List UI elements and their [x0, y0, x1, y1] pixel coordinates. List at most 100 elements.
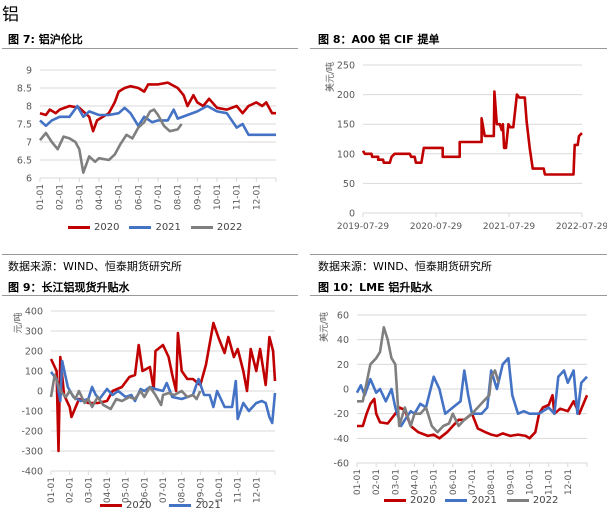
x-tick-label: 10-01	[213, 184, 223, 210]
x-tick-label: 03-01	[391, 469, 401, 495]
x-tick-label: 08-01	[487, 469, 497, 495]
x-tick-label: 03-01	[75, 184, 85, 210]
y-tick-label: 300	[25, 327, 43, 338]
x-tick-label: 05-01	[115, 184, 125, 210]
y-tick-label: -20	[333, 409, 349, 420]
x-tick-label: 07-01	[159, 477, 169, 503]
x-tick-label: 07-01	[468, 469, 478, 495]
x-tick-label: 10-01	[215, 477, 225, 503]
series-line-2022	[38, 108, 183, 174]
y-tick-label: 0	[349, 209, 355, 220]
y-tick-label: 60	[337, 311, 349, 322]
y-tick-label: 40	[337, 335, 349, 346]
x-tick-label: 02-01	[372, 469, 382, 495]
x-tick-label: 12-01	[252, 477, 262, 503]
y-tick-label: -100	[21, 407, 43, 418]
x-tick-label: 06-01	[140, 477, 150, 503]
series-line-a00-cif	[361, 90, 583, 176]
divider	[2, 254, 298, 255]
y-tick-label: 200	[337, 90, 355, 101]
y-tick-label: 8	[26, 102, 32, 113]
x-tick-label: 03-01	[84, 477, 94, 503]
y-tick-label: 0	[343, 385, 349, 396]
legend-label: 2021	[471, 495, 497, 506]
y-tick-label: -400	[21, 467, 43, 478]
series-line-2021	[39, 104, 276, 137]
legend-label: 2021	[155, 222, 181, 233]
legend-label: 2020	[126, 500, 152, 511]
legend-swatch	[129, 226, 152, 229]
chart9-legend: 2020 2021	[100, 500, 221, 511]
series-line-2021	[49, 359, 277, 425]
divider	[310, 295, 607, 296]
x-tick-label: 08-01	[178, 477, 188, 503]
series-line-2020	[49, 321, 277, 453]
divider	[310, 48, 607, 49]
legend-swatch	[190, 226, 213, 229]
legend-label: 2020	[410, 495, 436, 506]
y-axis-label: 美元/吨	[318, 312, 330, 342]
x-tick-label: 05-01	[430, 469, 440, 495]
divider	[2, 48, 298, 49]
x-tick-label: 01-01	[36, 184, 46, 210]
y-tick-label: 20	[337, 360, 349, 371]
legend-swatch	[68, 226, 90, 229]
y-tick-label: 7.5	[17, 120, 32, 131]
x-tick-label: 04-01	[103, 477, 113, 503]
y-tick-label: 7	[26, 138, 32, 149]
y-tick-label: 50	[343, 179, 355, 190]
y-tick-label: 100	[25, 367, 43, 378]
section-heading: 铝	[2, 5, 19, 25]
chart8-title: 图 8：A00 铝 CIF 提单	[318, 33, 440, 46]
x-tick-label: 09-01	[193, 184, 203, 210]
x-tick-label: 02-01	[66, 477, 76, 503]
legend-swatch	[445, 499, 468, 502]
x-tick-label: 11-01	[234, 477, 244, 503]
legend-label: 2022	[532, 495, 559, 506]
y-tick-label: -200	[21, 427, 43, 438]
chart10-legend: 2020 2021 2022	[384, 495, 558, 506]
x-tick-label: 01-01	[47, 477, 57, 503]
x-tick-label: 2022-07-29	[556, 222, 607, 232]
x-tick-label: 05-01	[122, 477, 132, 503]
y-tick-label: 200	[25, 347, 43, 358]
x-tick-label: 12-01	[252, 184, 262, 210]
x-tick-label: 04-01	[411, 469, 421, 495]
x-tick-label: 09-01	[506, 469, 516, 495]
x-tick-label: 2020-07-29	[410, 222, 463, 232]
series-line-2020	[357, 393, 589, 440]
legend-swatch	[384, 499, 406, 502]
x-tick-label: 04-01	[95, 184, 105, 210]
x-tick-label: 07-01	[154, 184, 164, 210]
chart7-legend: 2020 2021 2022	[68, 222, 242, 233]
y-tick-label: -300	[21, 447, 43, 458]
chart9-title: 图 9：长江铝现货升贴水	[8, 281, 130, 294]
divider	[310, 254, 607, 255]
series-line-2021	[355, 356, 588, 428]
x-tick-label: 09-01	[196, 477, 206, 503]
y-axis-label: 元/吨	[12, 312, 24, 333]
y-tick-label: 250	[337, 61, 355, 72]
legend-label: 2022	[216, 222, 243, 233]
y-tick-label: -40	[333, 434, 349, 445]
legend-label: 2021	[195, 500, 221, 511]
y-tick-label: 100	[337, 149, 355, 160]
legend-swatch	[506, 499, 529, 502]
series-line-2022	[357, 325, 501, 434]
y-tick-label: 0	[37, 387, 43, 398]
x-tick-label: 01-01	[353, 469, 363, 495]
y-tick-label: 9	[26, 66, 32, 77]
x-tick-label: 06-01	[449, 469, 459, 495]
x-tick-label: 10-01	[526, 469, 536, 495]
legend-label: 2020	[94, 222, 120, 233]
series-line-2020	[39, 81, 276, 133]
legend-swatch	[100, 504, 122, 507]
chart10-title: 图 10：LME 铝升贴水	[318, 281, 433, 294]
y-tick-label: -60	[333, 459, 349, 470]
y-tick-label: 400	[25, 307, 43, 318]
divider	[2, 295, 298, 296]
x-tick-label: 02-01	[56, 184, 66, 210]
y-tick-label: 6.5	[17, 156, 32, 167]
y-tick-label: 8.5	[17, 84, 32, 95]
